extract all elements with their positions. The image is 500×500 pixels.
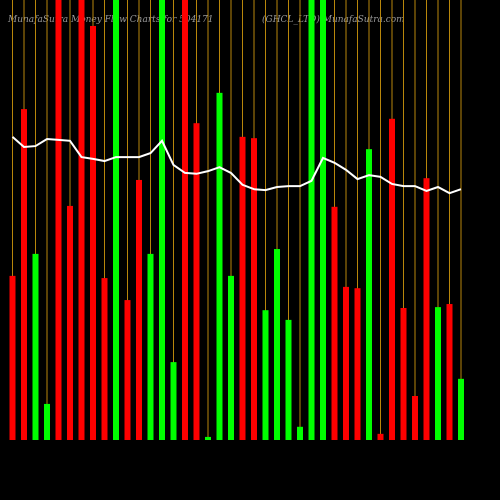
- bar: [377, 433, 384, 440]
- bar: [366, 149, 372, 440]
- bar: [458, 378, 464, 440]
- bar: [412, 396, 418, 440]
- bar: [354, 288, 361, 440]
- bar: [446, 304, 453, 440]
- bar: [55, 0, 62, 440]
- bar: [182, 0, 188, 440]
- bar: [159, 0, 165, 440]
- bar: [343, 286, 349, 440]
- bar: [274, 249, 280, 440]
- bar: [251, 138, 257, 440]
- flow-line: [11, 136, 462, 195]
- bar: [331, 206, 338, 440]
- bar: [101, 278, 108, 440]
- bar: [423, 178, 430, 440]
- bar: [170, 362, 177, 440]
- bar: [21, 109, 27, 441]
- chart-title: MunafaSutra Money Flow Charts for 504171: [7, 15, 214, 25]
- bar: [297, 426, 303, 440]
- bar: [389, 118, 395, 441]
- bar: [262, 310, 269, 440]
- bar: [308, 0, 315, 440]
- bar: [32, 253, 39, 440]
- bar: [435, 307, 441, 440]
- bar: [9, 275, 16, 440]
- bar: [147, 253, 154, 440]
- bar: [285, 319, 292, 440]
- bar: [124, 300, 131, 440]
- bar: [113, 0, 119, 440]
- bar: [320, 0, 326, 440]
- bar: [193, 123, 200, 440]
- bar: [90, 25, 96, 441]
- bar: [44, 403, 50, 440]
- bar: [216, 92, 223, 440]
- bar: [67, 205, 73, 440]
- bar: [205, 436, 211, 440]
- bar: [228, 275, 234, 440]
- bar: [78, 0, 85, 440]
- bar: [239, 136, 246, 440]
- chart-subtitle: (GHCL_LTD) MunafaSutra.com: [262, 14, 405, 25]
- bar: [400, 308, 407, 440]
- bar: [136, 179, 142, 440]
